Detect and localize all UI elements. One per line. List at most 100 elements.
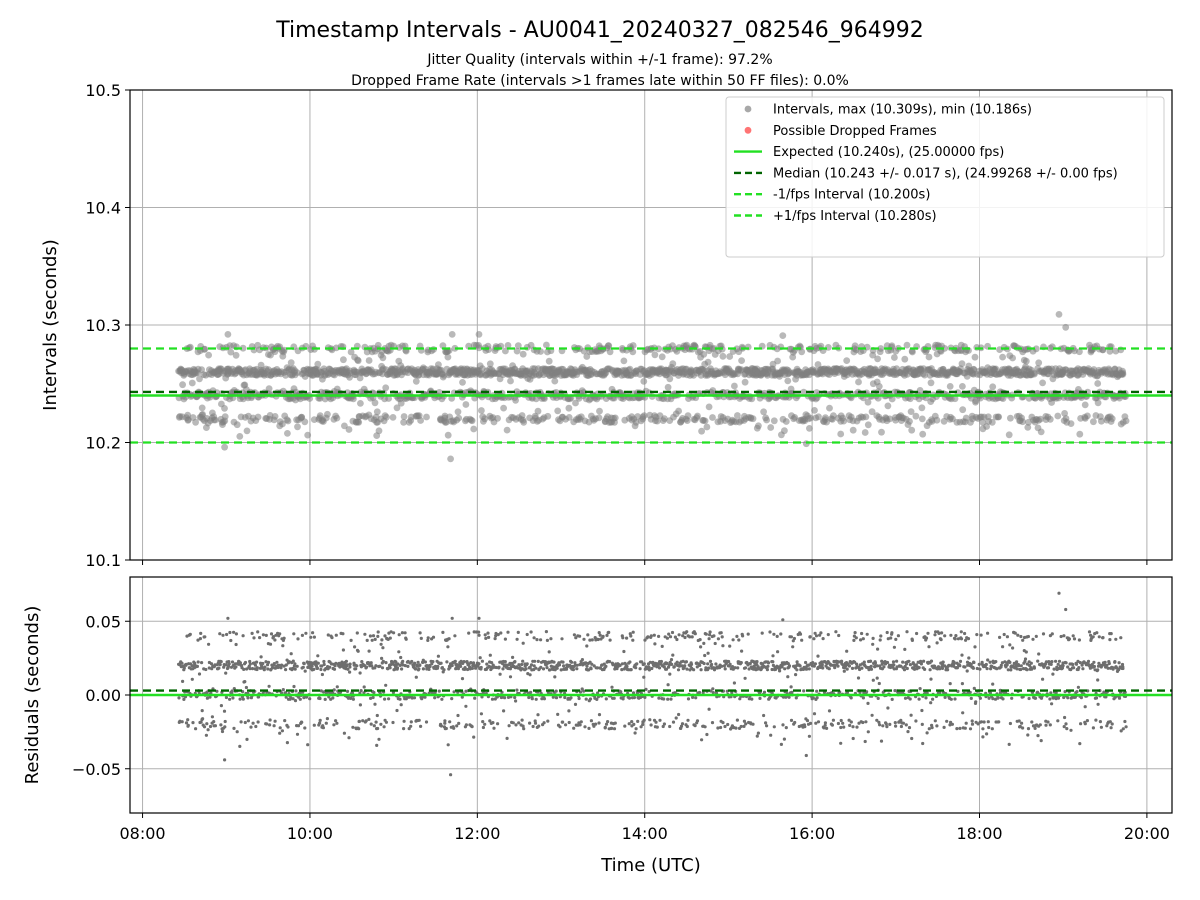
residual-point [891, 660, 896, 664]
residual-point [629, 668, 633, 672]
residual-point [427, 667, 431, 672]
residual-point [293, 662, 297, 666]
residual-point [493, 637, 497, 641]
residual-point [766, 661, 771, 665]
residual-point [808, 635, 812, 639]
interval-point [675, 407, 682, 415]
residual-point [1008, 721, 1013, 726]
residual-point [292, 684, 296, 689]
interval-point [1054, 412, 1062, 420]
residual-point [949, 633, 953, 637]
residual-point [306, 743, 310, 747]
residual-point [958, 664, 962, 668]
residual-point [516, 630, 520, 635]
residual-point [231, 696, 235, 700]
residual-point [428, 664, 432, 669]
residual-point [714, 662, 718, 666]
residual-point [776, 650, 780, 654]
residual-point [221, 633, 225, 637]
residual-point [732, 681, 737, 685]
residual-point [234, 632, 238, 636]
residual-point [484, 636, 488, 641]
residual-point [379, 642, 383, 646]
residual-point [789, 635, 794, 639]
residual-point [783, 667, 787, 671]
residual-point [1010, 696, 1014, 700]
residual-point [374, 720, 378, 724]
residual-point [406, 664, 410, 669]
residual-point [1007, 742, 1011, 747]
interval-point [287, 359, 295, 366]
interval-point [304, 431, 312, 439]
residual-point [514, 723, 518, 727]
interval-point [383, 413, 390, 421]
residual-point [768, 630, 772, 634]
residual-point [1019, 667, 1023, 672]
interval-point [475, 344, 483, 352]
residual-point [813, 662, 818, 666]
residual-point [713, 641, 717, 646]
residual-point [755, 734, 759, 738]
interval-point [629, 348, 637, 356]
residual-point [571, 668, 576, 672]
residual-point [529, 690, 533, 695]
residual-point [839, 718, 843, 723]
residual-point [318, 718, 322, 723]
residual-point [431, 635, 436, 639]
residual-point [895, 659, 899, 663]
interval-point [946, 383, 954, 390]
residual-point [367, 649, 371, 653]
residual-point [372, 724, 376, 728]
interval-point [1076, 430, 1084, 438]
interval-point [354, 357, 362, 365]
residual-point [371, 695, 375, 700]
residual-point [814, 634, 819, 638]
interval-point [459, 379, 466, 386]
residual-point [597, 721, 601, 725]
interval-point [886, 415, 894, 423]
residual-point [847, 664, 852, 668]
residual-point [622, 649, 626, 654]
residual-point [517, 663, 521, 667]
residual-point [782, 737, 787, 741]
residual-point [966, 637, 971, 641]
residual-point [660, 644, 664, 649]
residual-point [758, 696, 762, 701]
residual-point [948, 682, 952, 686]
residual-point [230, 660, 235, 664]
residual-point [657, 696, 661, 700]
residual-point [380, 666, 385, 670]
interval-point [1022, 357, 1030, 365]
residual-point [325, 717, 329, 721]
residual-point [525, 632, 529, 637]
interval-point [580, 389, 588, 396]
interval-point [709, 414, 716, 421]
residual-point [739, 724, 743, 729]
residual-point [525, 662, 529, 666]
interval-point [494, 415, 501, 422]
residual-point [906, 730, 910, 734]
residual-point [896, 634, 901, 638]
residual-point [909, 713, 913, 717]
residual-point [549, 637, 553, 641]
residual-point [721, 721, 725, 725]
residual-point [318, 696, 322, 701]
residual-point [402, 719, 406, 723]
interval-point [901, 355, 909, 363]
residual-point [367, 717, 371, 722]
residual-point [791, 645, 795, 649]
residual-point [583, 725, 587, 729]
residual-point [925, 731, 929, 735]
residual-point [963, 665, 967, 669]
residual-point [635, 662, 639, 666]
residual-point [266, 667, 270, 671]
residual-point [398, 697, 402, 701]
residual-point [740, 649, 744, 653]
residual-point [357, 727, 361, 731]
residual-point [488, 653, 492, 657]
residual-point [789, 718, 794, 723]
residual-point [940, 666, 945, 671]
residual-point [848, 723, 852, 728]
residual-point [332, 688, 336, 692]
residual-point [707, 666, 711, 670]
